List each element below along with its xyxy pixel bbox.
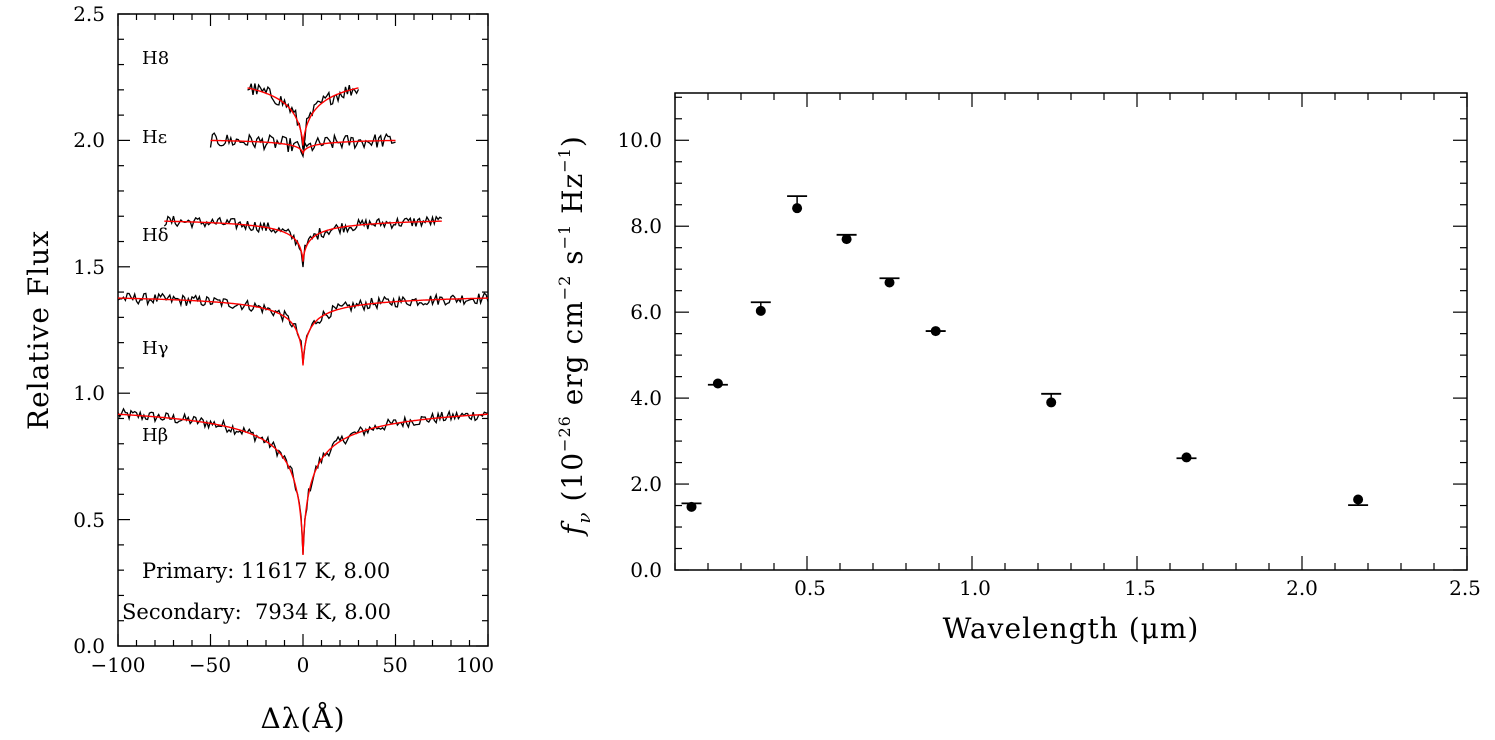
observed-flux-point [1046,397,1057,408]
observed-spectrum-Hβ [117,407,489,555]
line-label-h-beta: Hβ [142,425,168,446]
left-y-tick-label: 1.5 [73,255,105,279]
observed-flux-point [884,277,895,288]
right-x-tick-label: 0.5 [794,576,826,600]
left-y-axis-title: Relative Flux [22,230,55,430]
right-plot-frame [674,92,1468,571]
left-y-tick-label: 1.0 [73,381,105,405]
left-x-tick-label: 0 [297,653,310,677]
observed-flux-point [1181,452,1192,463]
right-y-tick-label: 10.0 [617,128,662,152]
sed-point [787,195,808,214]
sed-point [681,501,702,512]
sed-point [750,301,771,316]
right-y-tick-label: 2.0 [630,472,662,496]
balmer-line-panel: 0.0 0.5 1.0 1.5 2.0 2.5 −100 −50 0 50 10… [22,2,494,735]
right-x-tick-label: 2.0 [1286,576,1318,600]
model-spectrum-Hδ [164,220,442,262]
primary-fit-annotation: Primary: 11617 K, 8.00 [142,559,390,583]
left-x-tick-label: 100 [456,653,494,677]
right-y-tick-label: 8.0 [630,214,662,238]
sed-point [1176,452,1197,463]
line-label-h8: H8 [142,48,169,69]
left-y-tick-label: 0.5 [73,508,105,532]
observed-flux-point [755,305,766,316]
observed-flux-point [686,501,697,512]
right-y-tick-label: 6.0 [630,300,662,324]
left-x-axis-title: Δλ(Å) [260,702,345,735]
left-y-tick-label: 0.0 [73,634,105,658]
observed-spectrum-Hγ [117,291,489,364]
left-x-tick-label: −50 [189,653,231,677]
model-spectrum-H8 [247,87,359,146]
right-y-tick-label: 4.0 [630,386,662,410]
secondary-fit-annotation: Secondary: 7934 K, 8.00 [122,600,391,624]
sed-point [1348,494,1369,507]
line-label-h-epsilon: Hε [142,127,167,148]
model-spectrum-Hβ [117,413,489,556]
sed-point [1041,392,1062,408]
balmer-spectra [117,83,489,556]
observed-flux-point [930,326,941,337]
left-x-tick-label: 50 [382,653,407,677]
sed-data-points [681,195,1369,512]
right-axis-ticks [674,93,1468,571]
line-label-h-delta: Hδ [142,225,169,246]
sed-point [925,326,946,337]
model-spectrum-Hγ [118,297,488,366]
left-axis-ticks [117,13,489,647]
right-x-tick-label: 1.5 [1124,576,1156,600]
sed-point [707,378,728,389]
observed-flux-point [1353,494,1364,505]
right-x-tick-label: 2.5 [1449,576,1481,600]
model-spectrum-Hε [210,139,396,155]
line-label-h-gamma: Hγ [142,338,168,359]
right-y-tick-label: 0.0 [630,558,662,582]
right-x-tick-label: 1.0 [959,576,991,600]
sed-panel: 0.0 2.0 4.0 6.0 8.0 10.0 0.5 1.0 1.5 2.0… [555,92,1481,645]
right-x-axis-title: Wavelength (μm) [943,612,1200,645]
observed-flux-point [792,203,803,214]
observed-spectrum-Hε [209,132,396,159]
left-y-tick-label: 2.0 [73,128,105,152]
sed-point [836,233,857,245]
observed-flux-point [841,234,852,245]
right-y-axis-title: fν(10−26 erg cm−2 s−1 Hz−1) [555,135,595,537]
observed-flux-point [712,378,723,389]
sed-point [879,277,900,288]
left-x-tick-label: −100 [91,653,146,677]
left-y-tick-label: 2.5 [73,2,105,26]
